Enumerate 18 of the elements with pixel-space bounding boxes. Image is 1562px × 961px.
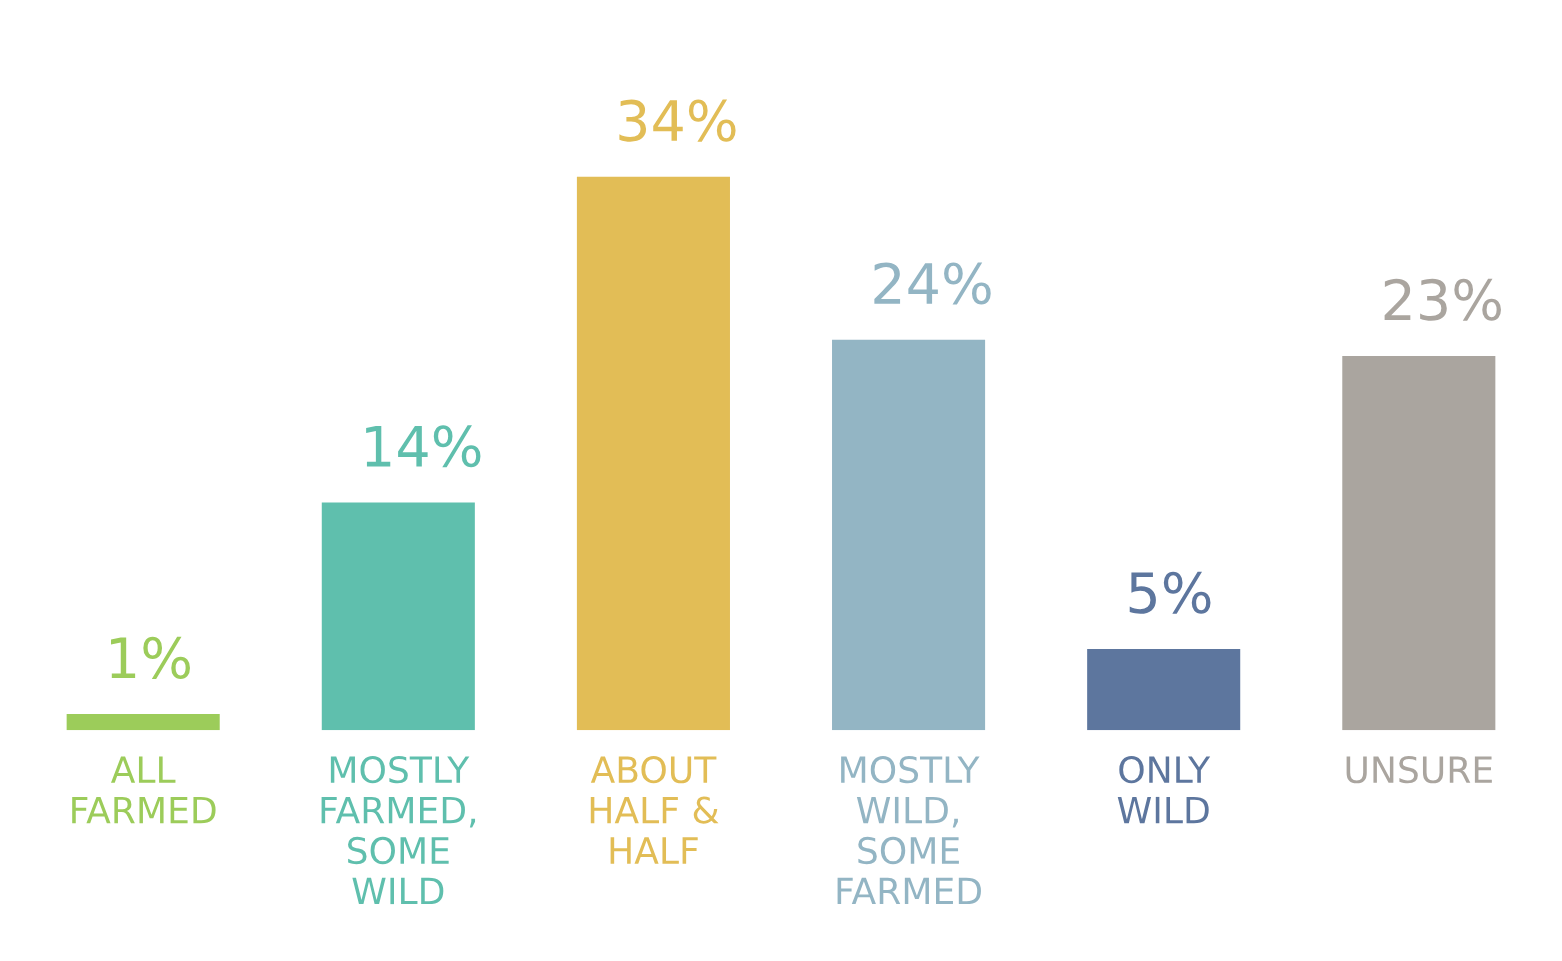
bar [1087, 648, 1241, 731]
x-tick-label: ALL FARMED [72, 756, 216, 824]
x-tick-label: UNSURE [1346, 756, 1492, 784]
data-label: 14% [366, 425, 481, 468]
data-label: 24% [874, 262, 991, 305]
data-label: 1% [111, 636, 190, 679]
data-label: 34% [619, 99, 736, 142]
bar [66, 714, 220, 731]
bar [1342, 355, 1496, 731]
x-tick-label: ABOUT HALF & HALF [590, 756, 719, 864]
bar [832, 339, 986, 731]
bar [321, 502, 475, 731]
x-tick-label: MOSTLY FARMED, SOME WILD [321, 756, 476, 905]
bar [576, 176, 730, 731]
data-label: 5% [1129, 571, 1211, 614]
data-label: 23% [1384, 278, 1501, 321]
x-tick-label: MOSTLY WILD, SOME FARMED [837, 756, 981, 905]
x-tick-label: ONLY WILD [1117, 756, 1211, 824]
